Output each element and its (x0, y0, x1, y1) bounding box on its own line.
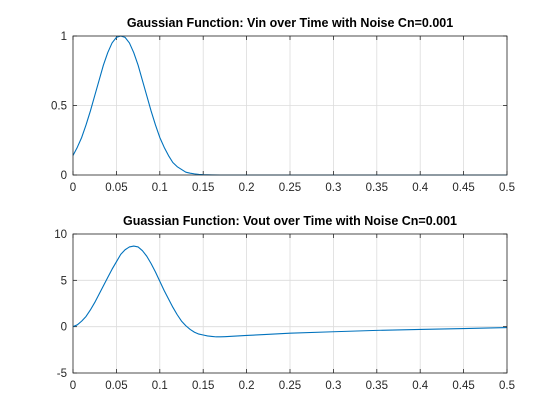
y-tick-label: 10 (54, 229, 67, 241)
x-tick-label: 0.45 (452, 380, 474, 392)
x-tick-label: 0.5 (499, 380, 515, 392)
y-tick-label: 0 (61, 322, 67, 334)
x-tick-label: 0.2 (239, 182, 255, 194)
x-tick-label: 0.2 (239, 380, 255, 392)
x-tick-label: 0.1 (152, 380, 168, 392)
x-tick-label: 0.3 (325, 182, 341, 194)
chart-title-vin: Gaussian Function: Vin over Time with No… (127, 16, 453, 30)
x-tick-label: 0.25 (279, 182, 301, 194)
x-tick-label: 0.05 (105, 182, 127, 194)
x-tick-label: 0.1 (152, 182, 168, 194)
y-tick-label: 5 (61, 275, 67, 287)
plot-vout: 0 0.05 0.1 0.15 0.2 0.25 0.3 0.35 0.4 0.45 0.5-505… (54, 214, 515, 392)
x-tick-label: 0.25 (279, 380, 301, 392)
x-tick-label: 0.3 (325, 380, 341, 392)
y-tick-label: -5 (57, 368, 67, 380)
x-tick-label: 0.4 (412, 380, 429, 392)
y-tick-label: 1 (61, 31, 67, 43)
plot-vin: 0 0.05 0.1 0.15 0.2 0.25 0.3 0.35 0.4 0.45 0.5 0 0.5… (51, 16, 515, 194)
x-tick-label: 0.5 (499, 182, 515, 194)
x-tick-label: 0.15 (192, 380, 214, 392)
ticks-vin: 0 0.05 0.1 0.15 0.2 0.25 0.3 0.35 0.4 0.45 0.5 0 0.5… (51, 31, 515, 194)
chart-title-vout: Guassian Function: Vout over Time with N… (123, 214, 457, 228)
x-tick-label: 0 (70, 182, 76, 194)
series-line-vout (72, 245, 508, 338)
y-tick-label: 0 (61, 170, 67, 182)
x-tick-label: 0.35 (366, 380, 388, 392)
x-tick-label: 0.35 (366, 182, 388, 194)
axes-vin (72, 35, 508, 176)
y-tick-label: 0.5 (51, 101, 67, 113)
x-tick-label: 0.15 (192, 182, 214, 194)
x-tick-label: 0.45 (452, 182, 474, 194)
x-tick-label: 0.4 (412, 182, 429, 194)
axes-vout (72, 233, 508, 374)
x-tick-label: 0.05 (105, 380, 127, 392)
x-tick-label: 0 (70, 380, 76, 392)
